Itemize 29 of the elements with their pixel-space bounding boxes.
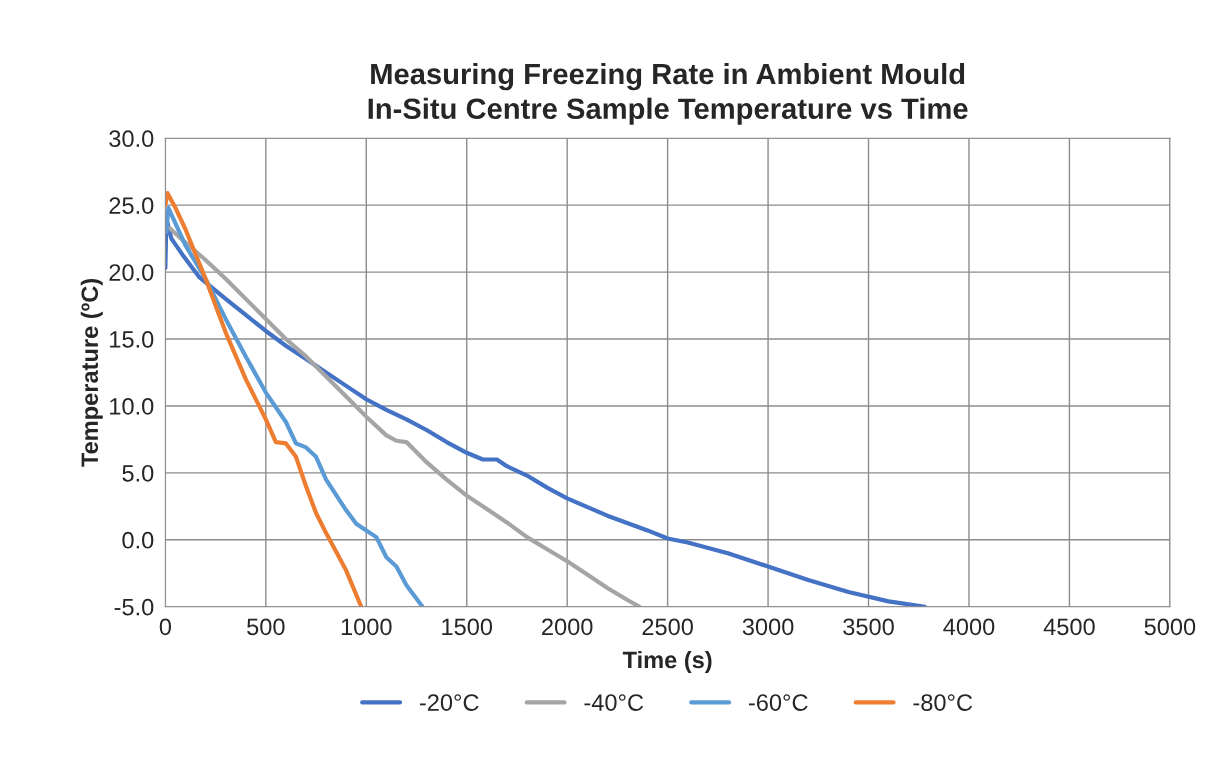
y-tick-label: 30.0 bbox=[109, 130, 154, 148]
line-series bbox=[167, 225, 642, 607]
x-tick-label: 2000 bbox=[542, 618, 593, 636]
x-tick-label: 1500 bbox=[442, 618, 493, 636]
y-tick-label: -5.0 bbox=[114, 598, 154, 616]
x-tick-label: 5000 bbox=[1144, 618, 1196, 636]
x-tick-label: 4000 bbox=[943, 618, 995, 636]
legend-label: -20°C bbox=[419, 694, 479, 711]
x-tick-label: 0 bbox=[159, 618, 172, 636]
x-tick-label: 1000 bbox=[341, 618, 392, 636]
legend-label: -40°C bbox=[584, 694, 644, 711]
x-tick-label: 4500 bbox=[1043, 618, 1095, 636]
y-axis-title: Temperature (ºC) bbox=[80, 279, 103, 467]
y-tick-label: 10.0 bbox=[110, 398, 154, 415]
x-axis-title: Time (s) bbox=[622, 650, 712, 673]
y-tick-label: 0.0 bbox=[122, 531, 154, 549]
line-series bbox=[165, 205, 425, 607]
y-tick-label: 15.0 bbox=[110, 331, 154, 348]
legend-label: -80°C bbox=[913, 694, 973, 711]
y-tick-label: 25.0 bbox=[109, 197, 154, 214]
x-tick-label: 2500 bbox=[642, 618, 693, 636]
legend-label: -60°C bbox=[748, 694, 808, 711]
x-tick-label: 3500 bbox=[843, 618, 894, 636]
y-tick-label: 20.0 bbox=[109, 264, 154, 281]
chart-title: Measuring Freezing Rate in Ambient Mould In-Situ Centre Sample Temperature vs Time bbox=[368, 62, 968, 125]
x-tick-label: 500 bbox=[247, 618, 285, 636]
y-tick-label: 5.0 bbox=[122, 464, 154, 482]
line-series bbox=[165, 191, 364, 607]
x-tick-label: 3000 bbox=[742, 618, 794, 636]
